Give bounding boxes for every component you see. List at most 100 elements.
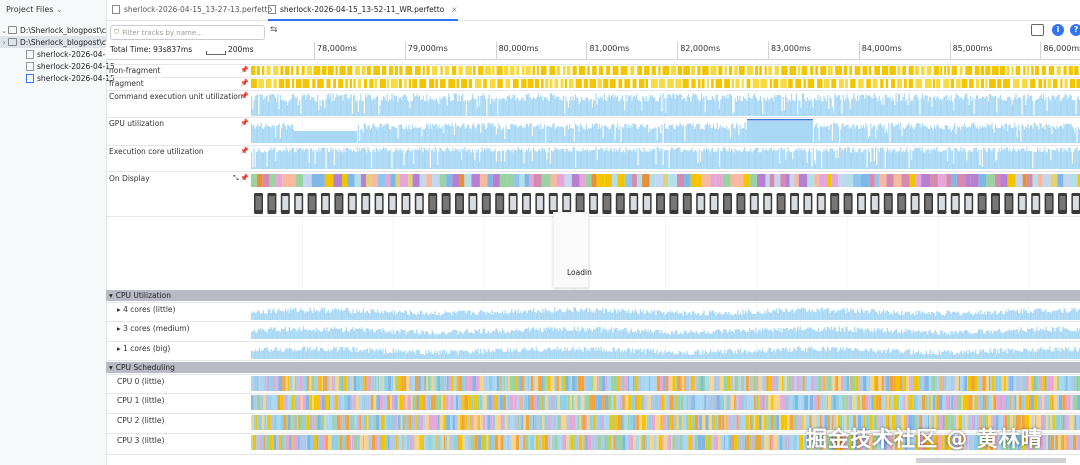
sched-slice (426, 376, 429, 391)
display-frame (994, 174, 1001, 187)
cpu-util-bar (364, 313, 366, 320)
cpu-util-bar (655, 330, 657, 339)
util-bar (659, 151, 661, 169)
cpu-util-bar (1025, 309, 1028, 320)
timeline-ruler[interactable]: Total Time: 93s837ms 200ms 78,000ms 79,00… (106, 42, 1080, 60)
cpu-util-bar (460, 331, 462, 339)
cpu-util-bar (457, 354, 459, 359)
sched-slice (533, 395, 537, 410)
sched-slice (918, 376, 922, 391)
sched-slice (382, 395, 384, 410)
track-slice (465, 66, 472, 75)
util-bar (398, 98, 400, 116)
cpu-util-bar (764, 352, 766, 359)
tree-item-file[interactable]: sherlock-2026-04-15 (0, 72, 132, 84)
cpu-util-bar (517, 331, 519, 339)
util-bar (901, 152, 903, 169)
track-slice (512, 79, 519, 88)
cpu-util-bar (1063, 350, 1065, 359)
util-bar (961, 126, 963, 143)
util-bar (693, 151, 695, 169)
cpu-util-bar (387, 312, 389, 320)
util-bar (899, 94, 901, 116)
cpu-util-bar (708, 333, 710, 339)
util-bar (455, 93, 457, 116)
cpu-util-bar (646, 310, 648, 320)
sched-slice (1020, 376, 1023, 391)
util-bar (487, 97, 489, 116)
info-icon[interactable]: i (1052, 24, 1064, 36)
sched-slice (846, 376, 850, 391)
cpu-util-bar (366, 310, 368, 320)
sched-slice (367, 395, 370, 410)
util-bar (391, 126, 393, 143)
util-bar (603, 151, 605, 169)
tree-item-drive[interactable]: ⌄ D:\Sherlock_blogpost\c (0, 24, 106, 36)
sched-slice (642, 376, 647, 391)
cpu-util-bar (934, 315, 937, 320)
cpu-util-bar (633, 312, 635, 320)
util-bar (711, 127, 713, 143)
util-bar (967, 127, 969, 143)
util-bar (1051, 134, 1053, 143)
cpu-util-bar (505, 332, 508, 339)
util-bar (735, 101, 737, 116)
util-bar (942, 129, 944, 143)
cpu-util-bar (906, 331, 908, 339)
reset-icon[interactable]: ⇆ (270, 25, 278, 35)
tab-trace-1[interactable]: sherlock-2026-04-15_13-27-13.perfetto (112, 0, 272, 19)
cpu-util-bar (387, 353, 389, 359)
tree-item-root-folder[interactable]: › D:\Sherlock_blogpost\c (0, 36, 106, 48)
cpu-util-bar (1003, 313, 1005, 320)
util-bar (704, 124, 706, 143)
cpu-util-bar (806, 311, 808, 320)
cpu-util-bar (401, 352, 404, 359)
cpu-util-bar (521, 331, 523, 339)
cpu-util-bar (968, 310, 970, 320)
sched-slice (1042, 376, 1045, 391)
cpu-util-bar (830, 347, 833, 359)
cpu-util-bar (321, 331, 323, 339)
display-frame (1037, 174, 1043, 187)
cpu-util-bar (776, 330, 778, 339)
track-slice (797, 66, 801, 75)
track-slice (394, 66, 398, 75)
util-bar (354, 151, 356, 169)
cpu-util-bar (386, 311, 388, 320)
util-bar (1064, 149, 1066, 169)
util-bar (356, 100, 358, 116)
close-icon[interactable]: × (451, 5, 458, 14)
util-bar (896, 151, 898, 169)
terminal-icon[interactable] (1031, 24, 1044, 36)
util-bar (801, 93, 803, 116)
util-bar (1046, 152, 1048, 169)
track-slice (1011, 66, 1014, 75)
cpu-util-bar (847, 331, 849, 339)
cpu-util-bar (940, 331, 942, 339)
cpu-util-bar (771, 351, 773, 359)
util-bar (387, 150, 389, 169)
track-filter-input[interactable]: ⛉ Filter tracks by name... (110, 25, 265, 40)
sched-slice (597, 395, 601, 410)
cpu-util-bar (707, 315, 709, 320)
sidebar-title[interactable]: Project Files ⌄ (6, 5, 63, 14)
util-bar (991, 95, 993, 116)
util-bar (294, 96, 296, 116)
cpu-util-bar (405, 334, 407, 339)
tree-item-file[interactable]: sherlock-2026-04-15 (0, 60, 132, 72)
tab-trace-2[interactable]: sherlock-2026-04-15_13-52-11_WR.perfetto… (268, 0, 458, 21)
frame-thumbnail (602, 193, 612, 214)
help-icon[interactable]: ? (1070, 24, 1080, 36)
tree-item-file[interactable]: sherlock-2026-04-15 (0, 48, 132, 60)
sched-slice (613, 376, 618, 391)
util-bar (627, 124, 629, 143)
util-bar (453, 93, 455, 116)
sched-slice (574, 395, 578, 410)
util-bar (569, 100, 571, 116)
sched-slice (524, 376, 528, 391)
util-bar (632, 149, 634, 169)
cpu-util-bar (702, 349, 704, 359)
util-bar (782, 149, 784, 169)
sched-slice (712, 376, 715, 391)
